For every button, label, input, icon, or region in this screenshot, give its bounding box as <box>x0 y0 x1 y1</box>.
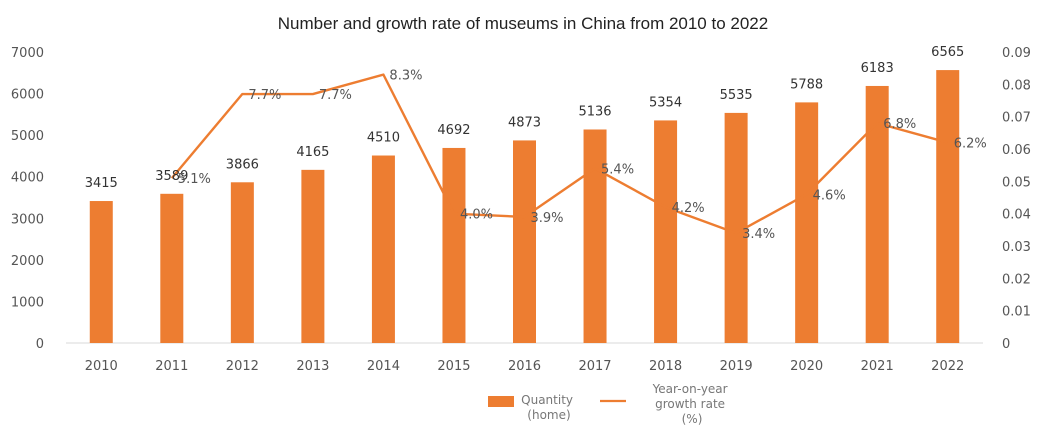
line-data-label: 6.2% <box>954 137 987 152</box>
line-series <box>170 73 949 235</box>
x-axis-tick-label: 2016 <box>508 359 541 374</box>
bar-data-label: 6183 <box>861 61 894 76</box>
x-axis-tick-label: 2012 <box>226 359 259 374</box>
bar-data-label: 4692 <box>437 123 470 138</box>
line-data-labels: 5.1% 7.7% 7.7% 8.3% 4.0% 3.9% 5.4% 4.2% 3.4% 4.6%… <box>178 69 987 242</box>
bar <box>583 129 607 343</box>
line-data-label: 8.3% <box>389 69 422 84</box>
right-axis-tick-label: 0.02 <box>1002 272 1031 287</box>
bar <box>654 120 678 343</box>
right-axis-tick-label: 0.08 <box>1002 78 1031 93</box>
x-axis-tick-label: 2020 <box>790 359 823 374</box>
bar <box>936 70 960 344</box>
legend-bar-label: Quantity (home) <box>521 393 577 422</box>
right-axis-tick-label: 0.07 <box>1002 111 1031 126</box>
right-y-axis: 0 0.01 0.02 0.03 0.04 0.05 0.06 0.07 0.08 0.09 <box>1002 46 1031 352</box>
left-axis-tick-label: 2000 <box>11 254 44 269</box>
right-axis-tick-label: 0.09 <box>1002 46 1031 61</box>
x-axis-tick-label: 2010 <box>85 359 118 374</box>
left-axis-tick-label: 6000 <box>11 88 44 103</box>
line-data-label: 5.1% <box>178 172 211 187</box>
bar <box>513 140 536 343</box>
legend-line-label-line-3: (%) <box>682 412 703 426</box>
left-axis-tick-label: 3000 <box>11 212 44 227</box>
bar-data-label: 4165 <box>296 145 329 160</box>
line-data-label: 3.4% <box>742 227 775 242</box>
left-axis-tick-label: 4000 <box>11 171 44 186</box>
x-axis-tick-label: 2018 <box>649 359 682 374</box>
x-axis: 2010 2011 2012 2013 2014 2015 2016 2017 2018 2019… <box>66 342 983 374</box>
line-data-label: 7.7% <box>248 88 281 103</box>
bar-data-labels: 3415 3589 3866 4165 4510 4692 4873 5136 5354 5535… <box>85 45 965 191</box>
bar-data-label: 3589 <box>155 169 188 184</box>
bar-data-label: 4873 <box>508 115 541 130</box>
x-axis-tick-label: 2022 <box>931 359 964 374</box>
chart-title: Number and growth rate of museums in Chi… <box>278 14 768 33</box>
bar <box>89 201 113 343</box>
bar-series <box>89 70 960 344</box>
x-axis-tick-label: 2021 <box>861 359 894 374</box>
legend-bar-label-line-1: Quantity <box>521 393 573 407</box>
legend-line-label: Year-on-year growth rate (%) <box>652 382 732 426</box>
bar-data-label: 5788 <box>790 77 823 92</box>
growth-rate-line <box>170 73 949 235</box>
line-data-label: 4.2% <box>672 201 705 216</box>
line-data-label: 6.8% <box>883 117 916 132</box>
bar-data-label: 3415 <box>85 176 118 191</box>
line-data-label: 5.4% <box>601 162 634 177</box>
x-axis-tick-label: 2019 <box>720 359 753 374</box>
bar-data-label: 5354 <box>649 95 682 110</box>
x-axis-tick-label: 2014 <box>367 359 400 374</box>
bar <box>230 182 254 343</box>
bar <box>865 85 889 343</box>
x-axis-tick-label: 2017 <box>578 359 611 374</box>
right-axis-tick-label: 0.05 <box>1002 175 1031 190</box>
line-data-label: 4.0% <box>460 208 493 223</box>
right-axis-tick-label: 0.06 <box>1002 143 1031 158</box>
bar-data-label: 5136 <box>578 104 611 119</box>
line-data-label: 4.6% <box>813 188 846 203</box>
bar <box>301 169 325 343</box>
left-axis-tick-label: 7000 <box>11 46 44 61</box>
legend-bar-label-line-2: (home) <box>527 408 570 422</box>
left-axis-tick-label: 1000 <box>11 295 44 310</box>
legend: Quantity (home) Year-on-year growth rate… <box>488 382 732 426</box>
bar <box>160 193 184 343</box>
bar-data-label: 3866 <box>226 157 259 172</box>
left-y-axis: 0 1000 2000 3000 4000 5000 6000 7000 <box>11 46 44 352</box>
x-axis-tick-label: 2011 <box>155 359 188 374</box>
left-axis-tick-label: 5000 <box>11 129 44 144</box>
bar <box>795 102 819 343</box>
line-data-label: 3.9% <box>531 211 564 226</box>
x-axis-tick-label: 2015 <box>437 359 470 374</box>
bar <box>442 147 466 343</box>
bar <box>371 155 395 343</box>
left-axis-tick-label: 0 <box>36 337 44 352</box>
x-axis-tick-label: 2013 <box>296 359 329 374</box>
bar <box>724 112 748 343</box>
bar-data-label: 4510 <box>367 131 400 146</box>
legend-line-label-line-1: Year-on-year <box>652 382 728 396</box>
right-axis-tick-label: 0.01 <box>1002 305 1031 320</box>
legend-line-label-line-2: growth rate <box>655 397 725 411</box>
right-axis-tick-label: 0.03 <box>1002 240 1031 255</box>
right-axis-tick-label: 0 <box>1002 337 1010 352</box>
bar-data-label: 6565 <box>931 45 964 60</box>
right-axis-tick-label: 0.04 <box>1002 208 1031 223</box>
bar-data-label: 5535 <box>720 88 753 103</box>
legend-bar-swatch <box>488 396 514 407</box>
line-data-label: 7.7% <box>319 88 352 103</box>
